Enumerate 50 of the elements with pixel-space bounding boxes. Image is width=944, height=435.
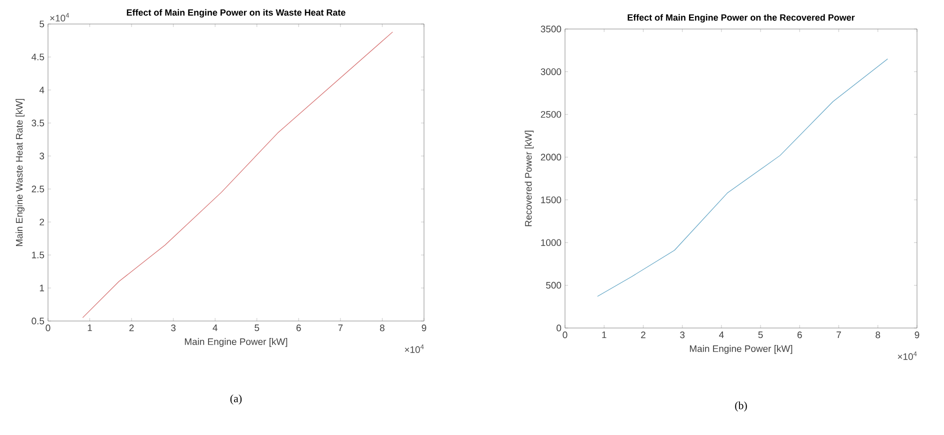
- x-axis-title: Main Engine Power [kW]: [184, 338, 288, 347]
- x-tick-label: 3: [680, 332, 685, 338]
- line-series: [597, 58, 888, 297]
- y-tick-label: 2.5: [32, 186, 44, 192]
- y-tick-label: 3.5: [32, 120, 44, 126]
- x-tick-label: 2: [641, 332, 646, 338]
- x-tick-label: 7: [338, 324, 343, 332]
- y-tick-label: 3000: [540, 68, 562, 76]
- x-tick-label: 6: [296, 324, 301, 332]
- x-tick-label: 8: [876, 332, 880, 338]
- y-tick-label: 3500: [540, 26, 562, 32]
- y-tick-label: 4: [39, 86, 44, 94]
- x-tick-label: 5: [758, 332, 763, 338]
- line-series: [82, 32, 393, 318]
- y-tick-label: 2500: [540, 111, 562, 118]
- y-axis-title: Recovered Power [kW]: [524, 130, 534, 226]
- y-tick-label: 4.5: [32, 54, 44, 60]
- y-tick-label: 3: [40, 152, 44, 160]
- x-tick-label: 7: [836, 332, 841, 338]
- x-tick-label: 1: [602, 332, 606, 338]
- text: ×10$^{4}$: [404, 344, 424, 353]
- x-tick-label: 5: [254, 324, 260, 332]
- x-tick-label: 1: [88, 324, 92, 332]
- x-tick-label: 6: [798, 332, 802, 338]
- y-tick-label: 500: [546, 282, 562, 289]
- chart-title: Effect of Main Engine Power on the Recovered Power: [628, 14, 855, 23]
- x-tick-label: 8: [380, 324, 384, 332]
- y-tick-label: 2: [40, 218, 44, 226]
- y-tick-label: 1: [40, 284, 44, 292]
- y-tick-label: 0.5: [32, 318, 44, 324]
- chart-title: Effect of Main Engine Power on its Waste Heat Rate: [126, 9, 346, 18]
- x-tick-label: 3: [171, 324, 176, 332]
- x-tick-label: 2: [129, 324, 134, 332]
- text: ×10$^{4}$: [898, 352, 917, 360]
- text: ×10$^{4}$: [50, 13, 70, 22]
- y-tick-label: 5: [40, 20, 44, 28]
- y-tick-label: 1000: [541, 239, 562, 246]
- y-axis-title: Main Engine Waste Heat Rate [kW]: [16, 98, 24, 246]
- y-tick-label: 1500: [541, 196, 562, 204]
- text: (a): [230, 394, 242, 404]
- x-tick-label: 0: [562, 332, 568, 338]
- y-tick-label: 2000: [540, 154, 562, 160]
- x-axis-title: Main Engine Power [kW]: [690, 345, 792, 354]
- x-tick-label: 9: [914, 332, 920, 338]
- x-tick-label: 9: [422, 324, 426, 332]
- x-tick-label: 4: [719, 332, 724, 338]
- text: (b): [735, 402, 747, 412]
- x-tick-label: 4: [212, 324, 218, 332]
- x-tick-label: 0: [46, 324, 50, 332]
- y-tick-label: 1.5: [32, 252, 44, 258]
